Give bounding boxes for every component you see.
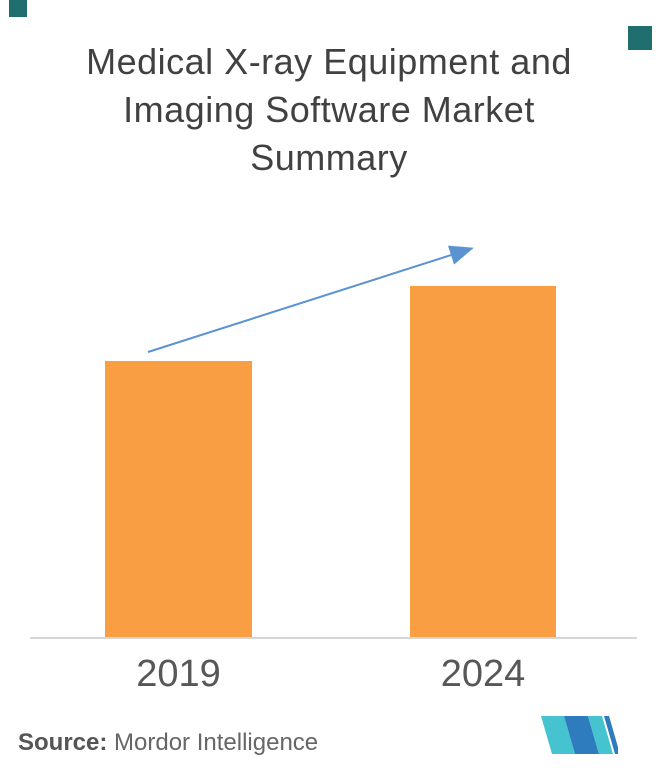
x-axis-line xyxy=(30,637,637,639)
growth-trend-arrow-icon xyxy=(147,245,474,353)
source-attribution: Source: Mordor Intelligence xyxy=(18,728,318,758)
corner-accent-square-top-right xyxy=(628,26,652,50)
bar-2019 xyxy=(105,361,252,638)
source-label: Source: xyxy=(18,729,108,756)
corner-accent-square-top-left xyxy=(9,0,27,17)
x-axis-label-2019: 2019 xyxy=(136,653,221,695)
source-text: Mordor Intelligence xyxy=(114,729,319,756)
chart-title: Medical X-ray Equipment and Imaging Soft… xyxy=(86,41,572,178)
x-axis-label-2024: 2024 xyxy=(440,653,526,695)
mordor-intelligence-logo-icon xyxy=(541,716,618,754)
bar-2024 xyxy=(410,286,556,638)
